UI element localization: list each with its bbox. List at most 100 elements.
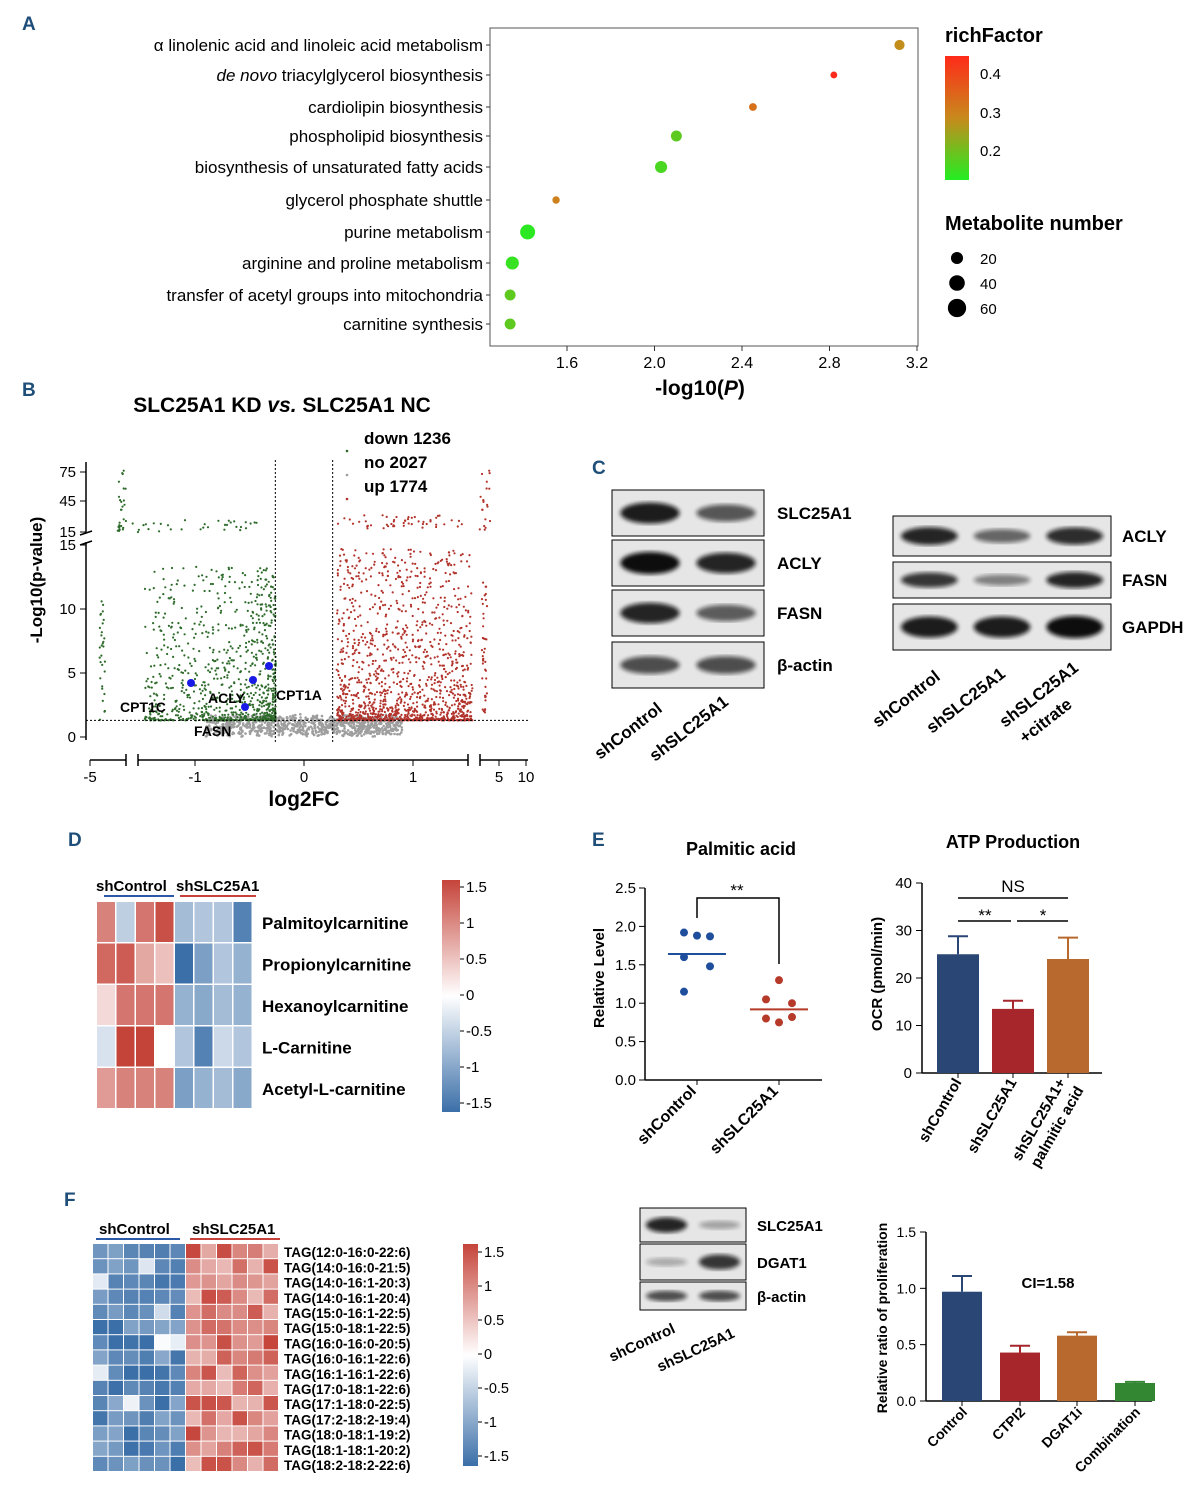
upregulated-point (375, 630, 378, 633)
upregulated-point (366, 681, 369, 684)
upregulated-point (381, 653, 385, 656)
downregulated-point (206, 712, 209, 715)
upregulated-point (335, 668, 338, 671)
downregulated-point (270, 599, 273, 603)
non-significant-point (256, 730, 260, 734)
heatmap-cell (170, 1244, 185, 1259)
downregulated-point (101, 610, 104, 613)
upregulated-point (402, 585, 405, 588)
upregulated-point (481, 602, 484, 606)
upregulated-point (349, 717, 352, 720)
upregulated-point (409, 661, 412, 664)
significance-label: NS (1001, 877, 1025, 896)
upregulated-point (430, 698, 433, 701)
upregulated-point (386, 574, 389, 578)
heatmap-group-label: shControl (96, 878, 167, 895)
downregulated-point (152, 692, 156, 695)
upregulated-point (450, 679, 453, 682)
upregulated-point (435, 523, 438, 526)
x-tick-label: 5 (495, 769, 503, 786)
downregulated-point (264, 623, 267, 627)
upregulated-point (428, 708, 432, 712)
non-significant-point (272, 721, 276, 724)
protein-band (1046, 527, 1104, 545)
non-significant-point (345, 731, 348, 734)
upregulated-point (448, 551, 451, 554)
upregulated-point (449, 656, 452, 659)
upregulated-point (366, 654, 369, 657)
downregulated-point (215, 706, 218, 710)
significance-label: * (1040, 906, 1047, 925)
downregulated-point (204, 705, 207, 709)
downregulated-point (247, 713, 250, 716)
downregulated-point (256, 579, 259, 582)
downregulated-point (256, 593, 259, 596)
non-significant-point (363, 725, 367, 728)
upregulated-point (396, 712, 399, 715)
upregulated-point (341, 548, 344, 551)
upregulated-point (368, 568, 371, 571)
upregulated-point (456, 707, 459, 710)
non-significant-point (348, 733, 352, 737)
upregulated-point (417, 520, 420, 523)
heatmap-cell (136, 1068, 154, 1108)
downregulated-point (266, 707, 269, 710)
upregulated-point (389, 604, 392, 607)
upregulated-point (460, 714, 464, 717)
non-significant-point (298, 726, 302, 729)
upregulated-point (409, 555, 412, 558)
heatmap-cell (170, 1426, 185, 1441)
downregulated-point (271, 703, 274, 706)
upregulated-point (346, 565, 349, 569)
upregulated-point (369, 674, 372, 677)
upregulated-point (371, 634, 374, 637)
non-significant-point (241, 723, 245, 727)
non-significant-point (237, 730, 241, 734)
downregulated-point (273, 682, 276, 685)
upregulated-point (430, 678, 433, 681)
heatmap-cell (108, 1304, 123, 1319)
non-significant-point (241, 729, 244, 733)
downregulated-point (103, 637, 106, 640)
data-point (680, 987, 688, 996)
upregulated-point (403, 519, 407, 522)
upregulated-point (456, 630, 459, 633)
downregulated-point (163, 638, 166, 641)
non-significant-point (373, 730, 376, 733)
blot-protein-label: SLC25A1 (757, 1218, 823, 1235)
downregulated-point (122, 469, 125, 472)
downregulated-point (171, 686, 174, 689)
upregulated-point (400, 718, 404, 721)
downregulated-point (218, 650, 221, 653)
downregulated-point (192, 717, 195, 721)
downregulated-point (272, 672, 275, 676)
upregulated-point (436, 676, 439, 679)
upregulated-point (459, 597, 462, 600)
panel-f-heatmap: shControl shSLC25A1TAG(12:0-16:0-22:6)TAG… (93, 1221, 509, 1473)
non-significant-point (279, 727, 282, 731)
downregulated-point (147, 685, 150, 688)
upregulated-point (412, 702, 415, 705)
downregulated-point (169, 528, 172, 531)
downregulated-point (144, 523, 147, 526)
non-significant-point (372, 726, 376, 729)
heatmap-cell (217, 1441, 232, 1456)
upregulated-point (432, 708, 436, 711)
downregulated-point (229, 521, 232, 524)
upregulated-point (446, 657, 449, 660)
downregulated-point (245, 650, 248, 653)
heatmap-cell (155, 1396, 170, 1411)
upregulated-point (395, 708, 398, 712)
upregulated-point (454, 652, 457, 655)
downregulated-point (214, 669, 217, 672)
upregulated-point (409, 714, 412, 717)
downregulated-point (227, 566, 230, 569)
non-significant-point (337, 729, 340, 732)
upregulated-point (403, 716, 406, 719)
downregulated-point (213, 708, 216, 711)
downregulated-point (216, 592, 219, 595)
upregulated-point (346, 693, 349, 696)
downregulated-point (269, 675, 272, 678)
upregulated-point (345, 651, 348, 655)
heatmap-cell (232, 1274, 247, 1289)
